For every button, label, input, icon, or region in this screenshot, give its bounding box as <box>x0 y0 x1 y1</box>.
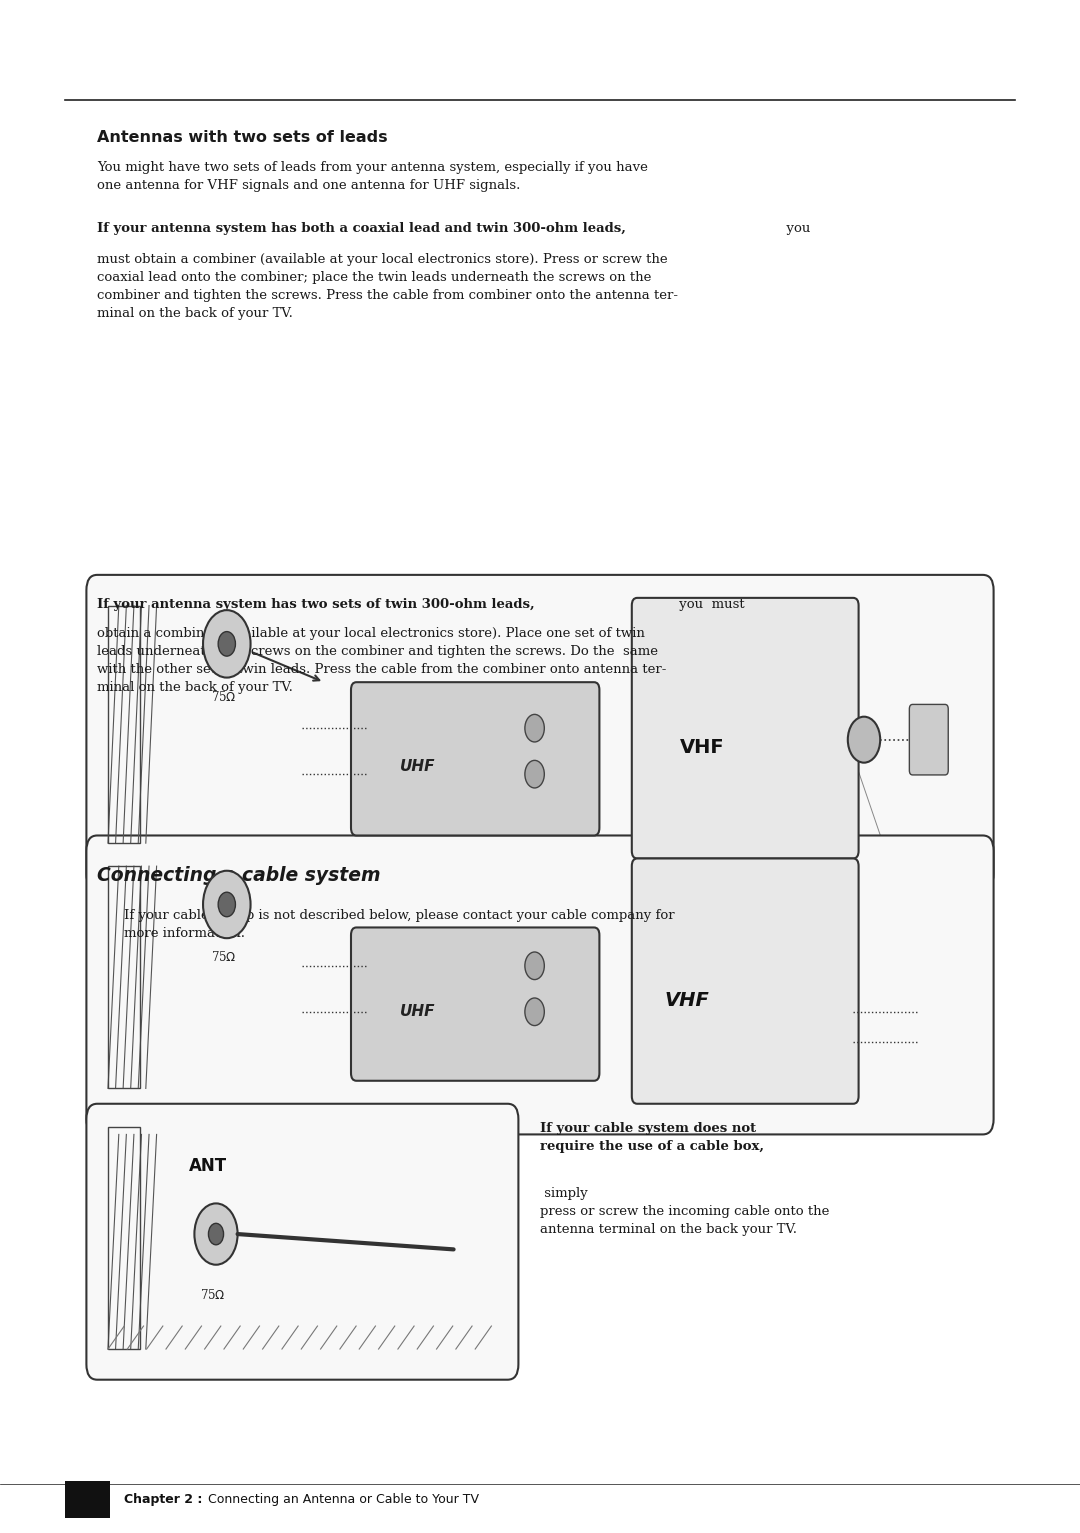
FancyBboxPatch shape <box>86 1104 518 1380</box>
Text: Connecting an Antenna or Cable to Your TV: Connecting an Antenna or Cable to Your T… <box>208 1493 480 1505</box>
Circle shape <box>525 714 544 742</box>
Text: You might have two sets of leads from your antenna system, especially if you hav: You might have two sets of leads from yo… <box>97 161 648 192</box>
Circle shape <box>218 892 235 917</box>
Circle shape <box>848 717 880 763</box>
Text: you  must: you must <box>675 598 744 610</box>
Circle shape <box>525 998 544 1026</box>
Text: Chapter 2 :: Chapter 2 : <box>124 1493 203 1505</box>
Circle shape <box>208 1223 224 1245</box>
Text: 75$\Omega$: 75$\Omega$ <box>211 690 237 704</box>
Text: Connecting a cable system: Connecting a cable system <box>97 866 380 885</box>
Circle shape <box>203 610 251 678</box>
Bar <box>65 1481 110 1518</box>
FancyBboxPatch shape <box>909 705 948 776</box>
Text: 8: 8 <box>83 1493 92 1505</box>
Text: If your antenna system has both a coaxial lead and twin 300-ohm leads,: If your antenna system has both a coaxia… <box>97 222 626 235</box>
Circle shape <box>525 760 544 788</box>
FancyBboxPatch shape <box>86 835 994 1134</box>
Circle shape <box>218 632 235 656</box>
Text: simply
press or screw the incoming cable onto the
antenna terminal on the back y: simply press or screw the incoming cable… <box>540 1187 829 1236</box>
Text: Antennas with two sets of leads: Antennas with two sets of leads <box>97 130 388 146</box>
Bar <box>108 866 140 1088</box>
Text: If your cable system does not
require the use of a cable box,: If your cable system does not require th… <box>540 1122 764 1153</box>
Text: VHF: VHF <box>664 990 710 1010</box>
Text: obtain a combiner (available at your local electronics store). Place one set of : obtain a combiner (available at your loc… <box>97 627 666 694</box>
Text: 75$\Omega$: 75$\Omega$ <box>211 950 237 964</box>
Bar <box>108 606 140 843</box>
FancyBboxPatch shape <box>632 598 859 858</box>
Circle shape <box>525 952 544 980</box>
Text: 75$\Omega$: 75$\Omega$ <box>200 1288 226 1302</box>
FancyBboxPatch shape <box>86 575 994 889</box>
Text: VHF: VHF <box>680 737 725 757</box>
FancyBboxPatch shape <box>351 927 599 1081</box>
Circle shape <box>194 1203 238 1265</box>
FancyBboxPatch shape <box>632 858 859 1104</box>
FancyBboxPatch shape <box>351 682 599 835</box>
Text: ANT: ANT <box>189 1157 227 1176</box>
Text: UHF: UHF <box>400 759 435 774</box>
Text: If your cable set-up is not described below, please contact your cable company f: If your cable set-up is not described be… <box>124 909 675 940</box>
Text: UHF: UHF <box>400 1004 435 1019</box>
Circle shape <box>203 871 251 938</box>
Text: you: you <box>778 222 810 235</box>
Bar <box>108 1127 140 1349</box>
Text: If your antenna system has two sets of twin 300-ohm leads,: If your antenna system has two sets of t… <box>97 598 535 610</box>
Text: must obtain a combiner (available at your local electronics store). Press or scr: must obtain a combiner (available at you… <box>97 253 678 320</box>
